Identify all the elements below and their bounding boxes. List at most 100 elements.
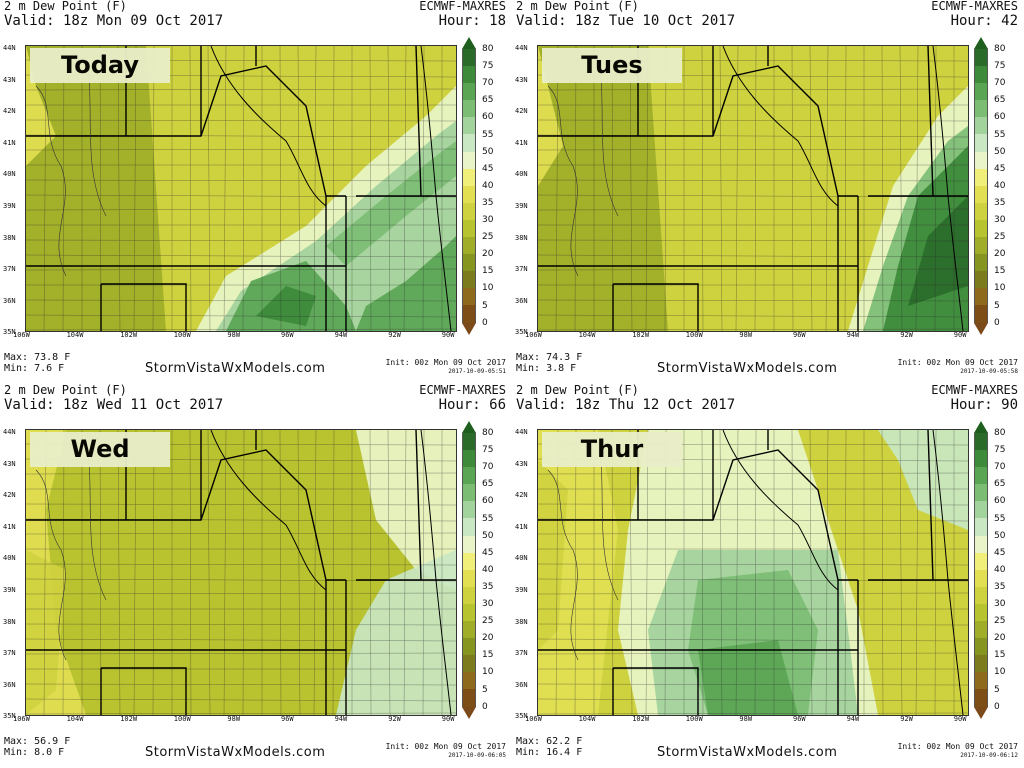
colorbar-level-label: 70 <box>482 78 494 89</box>
init-time: Init: 00z Mon 09 Oct 2017 <box>897 742 1018 751</box>
colorbar-level-label: 60 <box>482 496 494 507</box>
dewpoint-map: Tues <box>537 45 969 332</box>
source-site: StormVistaWxModels.com <box>657 361 838 376</box>
colorbar-level-label: 70 <box>994 462 1006 473</box>
colorbar-swatch <box>462 621 476 639</box>
min-max-stats: Max: 74.3 F Min: 3.8 F <box>516 352 582 374</box>
creation-stamp: 2017-10-09-06:05 <box>448 752 506 759</box>
colorbar-level-label: 10 <box>482 283 494 294</box>
panel-header-left: 2 m Dew Point (F) Valid: 18z Mon 09 Oct … <box>4 0 223 29</box>
colorbar-level-label: 40 <box>482 564 494 575</box>
colorbar-level-label: 80 <box>482 44 494 54</box>
colorbar-level-label: 60 <box>994 112 1006 123</box>
latitude-label: 36N <box>3 296 16 305</box>
longitude-label: 100W <box>173 715 191 723</box>
colorbar-swatch <box>462 484 476 502</box>
longitude-label: 106W <box>525 331 542 339</box>
colorbar-swatch <box>462 586 476 604</box>
colorbar-swatch <box>974 202 988 220</box>
colorbar-level-label: 55 <box>994 513 1006 524</box>
colorbar-swatch <box>462 202 476 220</box>
colorbar-swatch <box>974 254 988 272</box>
colorbar-level-label: 0 <box>994 317 1000 328</box>
colorbar-swatch <box>462 535 476 553</box>
forecast-panel-today: 2 m Dew Point (F) Valid: 18z Mon 09 Oct … <box>0 0 512 384</box>
colorbar-level-label: 20 <box>994 633 1006 644</box>
longitude-label: 90W <box>441 331 455 339</box>
latitude-label: 38N <box>3 617 16 626</box>
colorbar-level-label: 10 <box>482 667 494 678</box>
colorbar-swatch <box>974 638 988 656</box>
colorbar-swatch <box>462 689 476 707</box>
colorbar-swatch <box>462 569 476 587</box>
colorbar-level-label: 65 <box>482 95 494 106</box>
latitude-label: 38N <box>515 617 528 626</box>
longitude-label: 94W <box>334 331 348 339</box>
colorbar-level-label: 0 <box>994 701 1000 712</box>
colorbar-swatch <box>462 117 476 135</box>
latitude-label: 36N <box>515 680 528 689</box>
longitude-label: 92W <box>388 715 401 723</box>
colorbar-level-label: 0 <box>482 317 488 328</box>
panel-header-right: ECMWF-MAXRES Hour: 42 <box>931 0 1018 29</box>
day-label: Tues <box>542 48 682 83</box>
latitude-label: 35N <box>515 328 528 337</box>
longitude-label: 98W <box>227 331 241 339</box>
longitude-label: 106W <box>13 715 30 723</box>
latitude-label: 41N <box>3 522 16 531</box>
latitude-label: 42N <box>515 107 528 116</box>
longitude-label: 98W <box>739 715 753 723</box>
longitude-label: 104W <box>66 331 84 339</box>
colorbar-swatch <box>974 288 988 306</box>
longitude-label: 96W <box>281 715 294 723</box>
colorbar-swatch <box>974 552 988 570</box>
forecast-hour: Hour: 42 <box>950 13 1018 29</box>
forecast-hour: Hour: 90 <box>950 397 1018 413</box>
state-borders <box>538 430 968 715</box>
min-max-stats: Max: 56.9 F Min: 8.0 F <box>4 736 70 758</box>
latitude-label: 39N <box>515 202 528 210</box>
colorbar-swatch <box>974 66 988 84</box>
colorbar <box>974 421 988 719</box>
dewpoint-map: Today <box>25 45 457 332</box>
latitude-label: 40N <box>515 170 528 179</box>
colorbar-level-label: 80 <box>482 428 494 438</box>
valid-time: Valid: 18z Tue 10 Oct 2017 <box>516 13 736 29</box>
state-borders <box>26 46 456 331</box>
latitude-label: 44N <box>515 428 528 436</box>
colorbar-level-label: 45 <box>994 547 1006 558</box>
colorbar-swatch <box>974 305 988 323</box>
panel-header-right: ECMWF-MAXRES Hour: 66 <box>419 384 506 413</box>
min-max-stats: Max: 73.8 F Min: 7.6 F <box>4 352 70 374</box>
forecast-panel-thur: 2 m Dew Point (F) Valid: 18z Thu 12 Oct … <box>512 384 1024 768</box>
colorbar-swatch <box>974 237 988 255</box>
latitude-label: 38N <box>3 233 16 242</box>
colorbar-top-arrow <box>462 421 476 433</box>
colorbar-level-label: 30 <box>482 215 494 225</box>
colorbar-swatch <box>974 450 988 468</box>
valid-time: Valid: 18z Wed 11 Oct 2017 <box>4 397 224 413</box>
map-canvas <box>538 46 968 331</box>
colorbar-bottom-arrow <box>974 322 988 335</box>
state-borders <box>26 430 456 715</box>
colorbar-level-label: 80 <box>994 44 1006 54</box>
field-title: 2 m Dew Point (F) <box>4 0 127 13</box>
colorbar-swatch <box>462 672 476 690</box>
colorbar-level-label: 35 <box>482 197 494 208</box>
init-time: Init: 00z Mon 09 Oct 2017 <box>385 358 506 367</box>
longitude-label: 100W <box>173 331 191 339</box>
colorbar-swatch <box>974 672 988 690</box>
rivers <box>210 430 452 715</box>
longitude-label: 106W <box>13 331 30 339</box>
colorbar-swatch <box>462 603 476 622</box>
colorbar-level-label: 60 <box>994 496 1006 507</box>
colorbar-level-label: 20 <box>482 249 494 260</box>
latitude-label: 41N <box>515 522 528 531</box>
colorbar-swatch <box>974 621 988 639</box>
colorbar-level-label: 55 <box>482 129 494 140</box>
dewpoint-shade-region <box>908 196 968 306</box>
dewpoint-map: Wed <box>25 429 457 716</box>
longitude-label: 96W <box>793 331 806 339</box>
latitude-label: 42N <box>515 491 528 500</box>
colorbar-swatch <box>974 569 988 587</box>
